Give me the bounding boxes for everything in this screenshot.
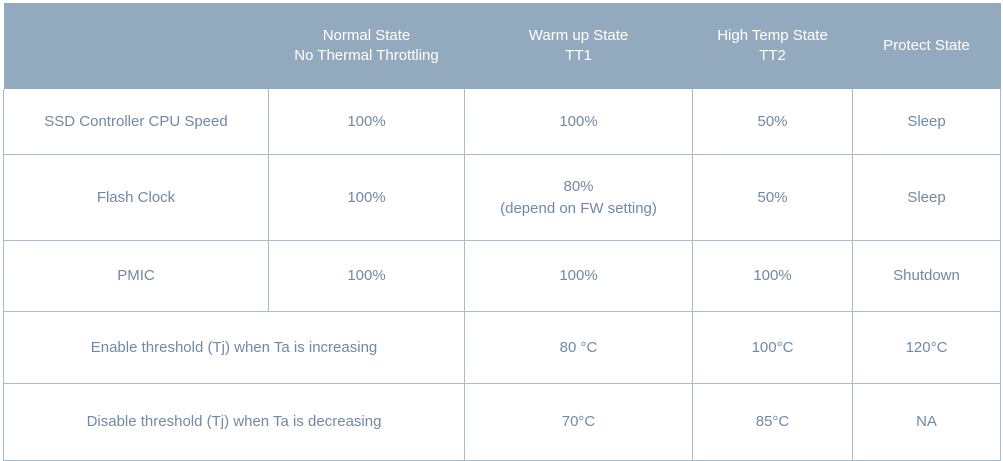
cell-warm: 100% (464, 240, 693, 312)
cell-high: 50% (692, 89, 853, 155)
header-warm-up-state: Warm up State TT1 (464, 3, 693, 89)
header-protect-state-line1: Protect State (883, 37, 970, 54)
header-high-temp-state-line1: High Temp State (717, 27, 828, 44)
header-protect-state: Protect State (852, 3, 1001, 89)
cell-protect: Shutdown (852, 240, 1001, 312)
cell-normal: 100% (268, 240, 465, 312)
cell-normal: 100% (268, 89, 465, 155)
row-label: Flash Clock (3, 154, 269, 241)
cell-warm: 80 °C (464, 311, 693, 384)
table-header-row: Normal State No Thermal Throttling Warm … (3, 3, 1001, 89)
cell-warm: 70°C (464, 383, 693, 461)
row-label: Disable threshold (Tj) when Ta is decrea… (3, 383, 465, 461)
cell-protect: Sleep (852, 89, 1001, 155)
cell-warm-note: (depend on FW setting) (500, 199, 657, 217)
header-high-temp-state-line2: TT2 (759, 47, 786, 64)
header-normal-state-line1: Normal State (322, 27, 411, 44)
cell-normal: 100% (268, 154, 465, 241)
table-row-disable-threshold: Disable threshold (Tj) when Ta is decrea… (3, 383, 1001, 461)
header-warm-up-state-line1: Warm up State (528, 27, 629, 44)
table-row-pmic: PMIC 100% 100% 100% Shutdown (3, 240, 1001, 312)
cell-warm: 80% (depend on FW setting) (464, 154, 693, 241)
cell-protect: 120°C (852, 311, 1001, 384)
cell-high: 50% (692, 154, 853, 241)
table-row-flash-clock: Flash Clock 100% 80% (depend on FW setti… (3, 154, 1001, 241)
cell-high: 100°C (692, 311, 853, 384)
header-normal-state: Normal State No Thermal Throttling (268, 3, 465, 89)
row-label: PMIC (3, 240, 269, 312)
cell-warm: 100% (464, 89, 693, 155)
cell-protect: NA (852, 383, 1001, 461)
header-normal-state-line2: No Thermal Throttling (294, 47, 439, 64)
cell-high: 85°C (692, 383, 853, 461)
thermal-throttling-table: Normal State No Thermal Throttling Warm … (3, 3, 1001, 461)
table-row-enable-threshold: Enable threshold (Tj) when Ta is increas… (3, 311, 1001, 384)
row-label: Enable threshold (Tj) when Ta is increas… (3, 311, 465, 384)
cell-warm-value: 80% (563, 177, 594, 195)
table-row-ssd-controller-cpu-speed: SSD Controller CPU Speed 100% 100% 50% S… (3, 89, 1001, 155)
row-label: SSD Controller CPU Speed (3, 89, 269, 155)
cell-protect: Sleep (852, 154, 1001, 241)
header-high-temp-state: High Temp State TT2 (692, 3, 853, 89)
header-corner (3, 3, 269, 89)
cell-high: 100% (692, 240, 853, 312)
header-warm-up-state-line2: TT1 (565, 47, 592, 64)
